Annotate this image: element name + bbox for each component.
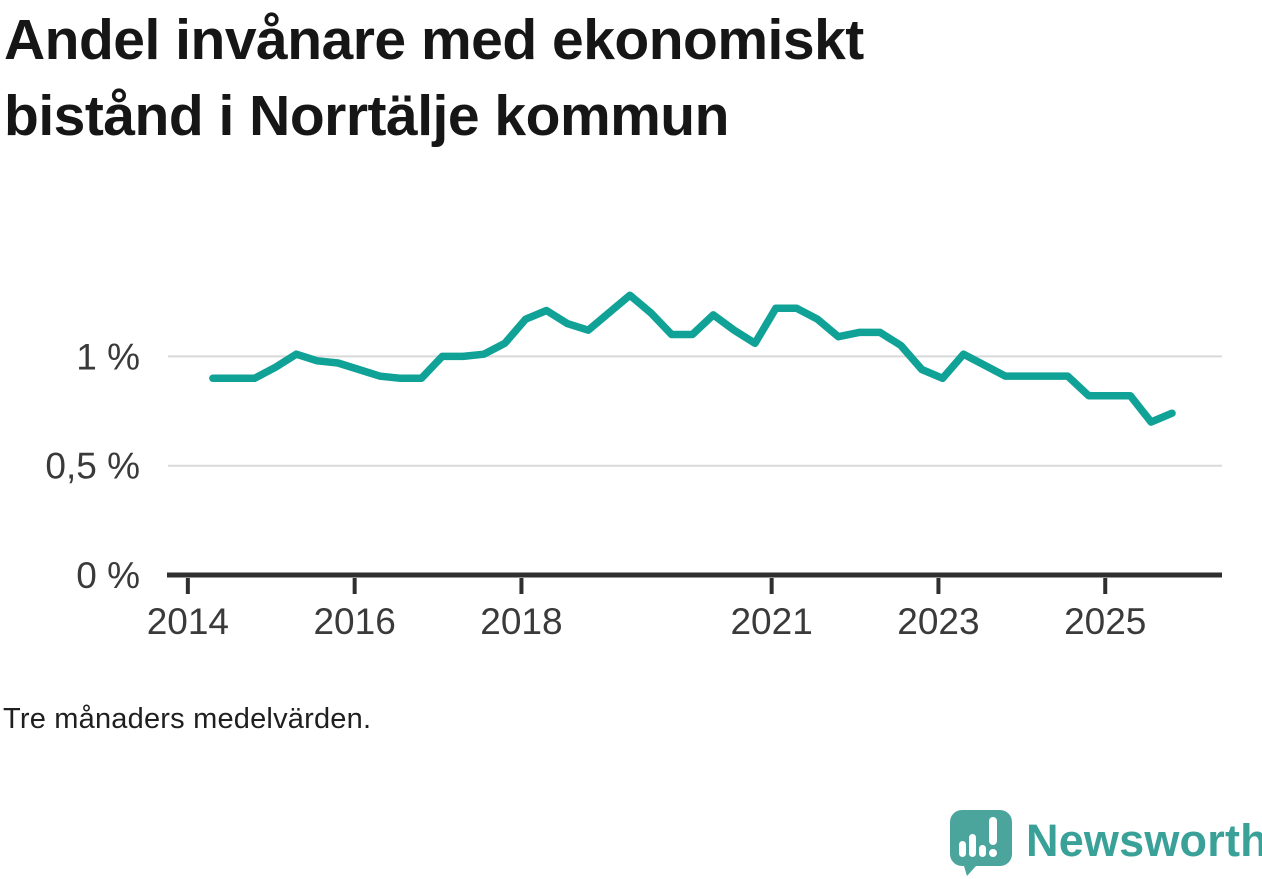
chart-title-line-1: Andel invånare med ekonomiskt	[4, 8, 864, 72]
chart-footnote: Tre månaders medelvärden.	[3, 703, 372, 735]
x-axis-tick-label: 2016	[313, 601, 395, 642]
y-axis-tick-label: 1 %	[76, 336, 140, 377]
x-axis-tick-label: 2025	[1064, 601, 1146, 642]
x-axis-tick-label: 2018	[480, 601, 562, 642]
chart-title-line-2: bistånd i Norrtälje kommun	[4, 84, 729, 148]
x-axis-tick-label: 2014	[147, 601, 229, 642]
chart-title: Andel invånare med ekonomiskt bistånd i …	[4, 2, 864, 154]
x-axis-tick-label: 2023	[897, 601, 979, 642]
newsworthy-speech-bubble-bar-chart-icon	[950, 810, 1012, 876]
x-axis-tick-label: 2021	[730, 601, 812, 642]
data-line	[209, 291, 1176, 426]
newsworthy-logo: Newsworthy	[946, 804, 1262, 877]
brand-name: Newsworthy	[1026, 814, 1262, 866]
y-axis-tick-label: 0,5 %	[45, 446, 140, 487]
y-axis-tick-label: 0 %	[76, 555, 140, 596]
